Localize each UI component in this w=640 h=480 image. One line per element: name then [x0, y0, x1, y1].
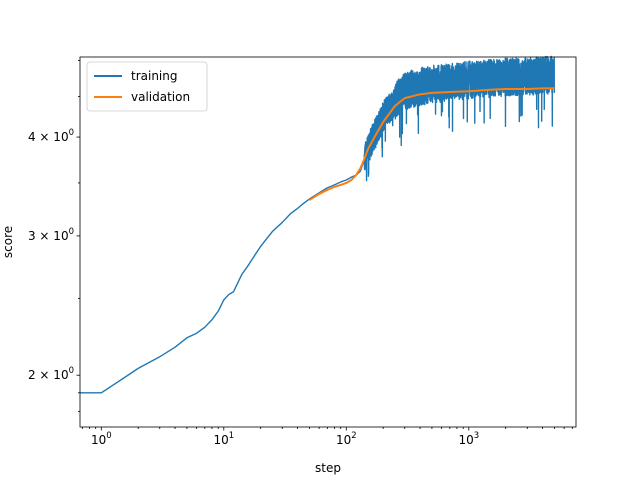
- x-tick-base: 10: [213, 433, 228, 447]
- y-tick-label: 2 × 100: [28, 366, 74, 382]
- x-tick-exponent: 0: [106, 431, 111, 441]
- x-tick-base: 10: [336, 433, 351, 447]
- x-tick-label: 100: [91, 431, 112, 447]
- x-tick-label: 102: [336, 431, 357, 447]
- plot-area: [80, 57, 576, 427]
- y-tick-exponent: 0: [69, 227, 74, 237]
- y-tick-mantissa: 4 × 10: [28, 130, 69, 144]
- x-tick-exponent: 3: [474, 431, 479, 441]
- x-tick-exponent: 2: [351, 431, 356, 441]
- series-layer: [80, 55, 556, 394]
- y-tick-exponent: 0: [69, 366, 74, 376]
- y-tick-mantissa: 2 × 10: [28, 368, 69, 382]
- x-axis-label: step: [315, 461, 341, 475]
- legend-label-training: training: [131, 69, 178, 83]
- y-tick-exponent: 0: [69, 128, 74, 138]
- legend-box: [86, 61, 208, 112]
- legend-label-validation: validation: [131, 90, 190, 104]
- series-line-training: [80, 55, 556, 394]
- x-tick-label: 101: [213, 431, 234, 447]
- y-axis-label: score: [1, 226, 15, 258]
- y-tick-mantissa: 3 × 10: [28, 229, 69, 243]
- x-tick-base: 10: [91, 433, 106, 447]
- x-tick-exponent: 1: [229, 431, 234, 441]
- series-line-validation: [308, 87, 555, 201]
- y-tick-label: 3 × 100: [28, 227, 74, 243]
- plot-frame: [79, 56, 577, 428]
- y-tick-label: 4 × 100: [28, 128, 74, 144]
- x-tick-base: 10: [458, 433, 473, 447]
- x-axis: 100 101 102 103: [81, 427, 573, 447]
- x-tick-label: 103: [458, 431, 479, 447]
- legend: training validation: [86, 61, 208, 112]
